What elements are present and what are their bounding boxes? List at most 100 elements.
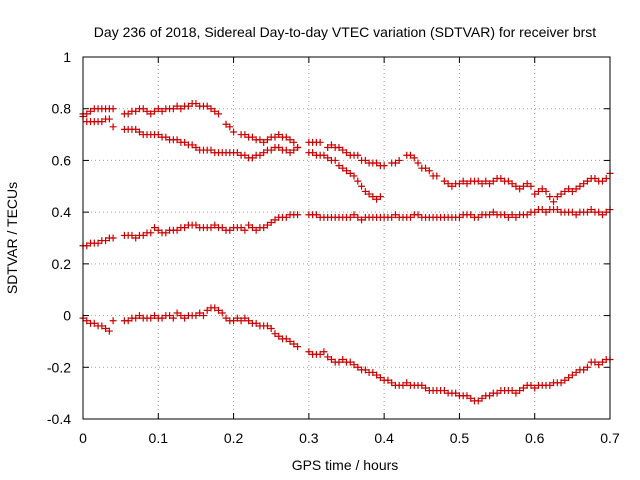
data-point bbox=[102, 237, 110, 245]
data-point bbox=[523, 211, 531, 219]
data-point bbox=[572, 211, 580, 219]
data-point bbox=[173, 102, 181, 110]
data-point bbox=[516, 185, 524, 193]
y-tick-label: 0.4 bbox=[52, 204, 72, 220]
data-point bbox=[282, 146, 290, 154]
data-point bbox=[90, 319, 98, 327]
data-point bbox=[162, 229, 170, 237]
data-point bbox=[312, 211, 320, 219]
data-point bbox=[365, 190, 373, 198]
data-point bbox=[388, 213, 396, 221]
data-point bbox=[557, 379, 565, 387]
data-point bbox=[391, 159, 399, 167]
data-point bbox=[546, 193, 554, 201]
data-point bbox=[486, 180, 494, 188]
data-point bbox=[523, 180, 531, 188]
data-point bbox=[565, 374, 573, 382]
data-point bbox=[135, 128, 143, 136]
data-point bbox=[282, 213, 290, 221]
data-point bbox=[448, 182, 456, 190]
data-point bbox=[177, 105, 185, 113]
data-point bbox=[508, 211, 516, 219]
data-point bbox=[508, 387, 516, 395]
data-point bbox=[94, 239, 102, 247]
data-point bbox=[271, 216, 279, 224]
data-point bbox=[568, 208, 576, 216]
data-point bbox=[531, 208, 539, 216]
data-point bbox=[139, 231, 147, 239]
data-point bbox=[482, 177, 490, 185]
data-point bbox=[361, 156, 369, 164]
data-point bbox=[444, 180, 452, 188]
data-point bbox=[267, 325, 275, 332]
data-point bbox=[290, 138, 298, 146]
data-point bbox=[207, 146, 215, 154]
data-point bbox=[331, 156, 339, 164]
data-point bbox=[516, 387, 524, 395]
data-point bbox=[433, 172, 441, 180]
data-point bbox=[531, 384, 539, 392]
data-point bbox=[109, 317, 117, 325]
data-point bbox=[369, 368, 377, 376]
data-point bbox=[388, 379, 396, 387]
data-point bbox=[218, 309, 226, 317]
data-point bbox=[467, 211, 475, 219]
data-point bbox=[305, 348, 313, 356]
data-point bbox=[275, 131, 283, 139]
data-point bbox=[358, 182, 366, 190]
x-axis-label: GPS time / hours bbox=[292, 457, 399, 473]
data-point bbox=[339, 164, 347, 172]
data-point bbox=[188, 141, 196, 149]
series-series-b bbox=[79, 112, 384, 203]
data-point bbox=[184, 102, 192, 110]
data-point bbox=[286, 337, 294, 345]
data-point bbox=[425, 167, 433, 175]
data-point bbox=[497, 175, 505, 183]
data-point bbox=[422, 384, 430, 392]
data-point bbox=[542, 208, 550, 216]
data-point bbox=[354, 213, 362, 221]
data-point bbox=[143, 107, 151, 115]
data-point bbox=[147, 110, 155, 118]
data-point bbox=[230, 317, 238, 325]
data-point bbox=[226, 226, 234, 234]
data-point bbox=[237, 224, 245, 232]
axes: 0 0.1 0.2 0.3 0.4 0.5 0.6 0.7 1 0.8 0.6 0.4 0.2 0 -0.2… bbox=[47, 49, 620, 446]
data-point bbox=[519, 182, 527, 190]
data-point bbox=[309, 149, 317, 157]
data-point bbox=[109, 234, 117, 242]
data-point bbox=[598, 177, 606, 185]
data-point bbox=[335, 358, 343, 366]
data-point bbox=[260, 138, 268, 146]
x-tick-label: 0.5 bbox=[450, 430, 470, 446]
data-point bbox=[267, 218, 275, 226]
data-point bbox=[343, 149, 350, 157]
data-point bbox=[260, 224, 268, 232]
data-point bbox=[263, 221, 271, 229]
data-point bbox=[316, 138, 324, 146]
data-point bbox=[580, 180, 588, 188]
data-point bbox=[327, 356, 335, 364]
data-point bbox=[572, 368, 580, 376]
data-point bbox=[418, 381, 426, 389]
data-point bbox=[294, 144, 302, 151]
data-point bbox=[561, 376, 569, 384]
data-point bbox=[267, 146, 275, 154]
plot-frame bbox=[82, 56, 611, 420]
data-point bbox=[124, 110, 132, 118]
data-point bbox=[102, 325, 110, 332]
data-point bbox=[572, 185, 580, 193]
data-point bbox=[166, 312, 174, 320]
data-point bbox=[132, 314, 140, 322]
data-point bbox=[361, 366, 369, 374]
data-point bbox=[290, 340, 298, 348]
data-point bbox=[568, 371, 576, 379]
data-point bbox=[504, 213, 512, 221]
data-point bbox=[455, 180, 463, 188]
data-point bbox=[151, 107, 159, 115]
data-point bbox=[406, 151, 414, 159]
data-point bbox=[177, 312, 185, 320]
data-points bbox=[79, 100, 614, 405]
data-point bbox=[583, 177, 591, 185]
